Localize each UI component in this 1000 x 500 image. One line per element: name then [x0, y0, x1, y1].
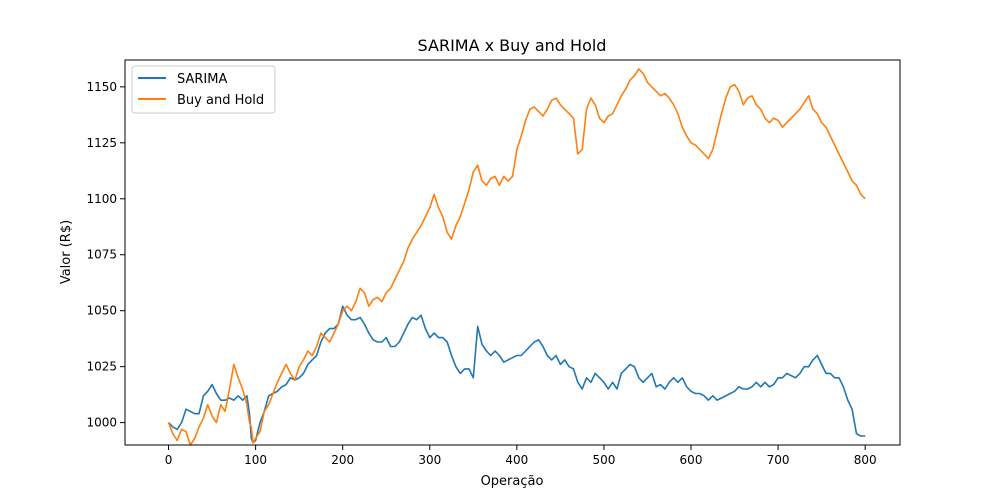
legend-label-buy-and-hold: Buy and Hold — [177, 93, 264, 108]
x-tick-label: 800 — [854, 453, 877, 467]
x-tick-label: 100 — [244, 453, 267, 467]
y-tick-label: 1150 — [86, 80, 117, 94]
x-axis-label: Operação — [481, 474, 544, 489]
y-tick-label: 1125 — [86, 136, 117, 150]
x-axis: 0 100 200 300 400 500 600 700 800 — [165, 445, 877, 467]
plot-area — [125, 60, 900, 445]
legend-label-sarima: SARIMA — [177, 72, 227, 87]
series-line-buy-and-hold — [167, 68, 866, 446]
plot-frame — [124, 59, 901, 446]
series-layer — [167, 68, 866, 446]
series-line-sarima — [167, 305, 866, 444]
y-tick-label: 1075 — [86, 248, 117, 262]
y-tick-label: 1000 — [86, 416, 117, 430]
y-axis-label: Valor (R$) — [59, 220, 74, 284]
x-tick-label: 500 — [592, 453, 615, 467]
y-tick-label: 1100 — [86, 192, 117, 206]
x-tick-label: 200 — [331, 453, 354, 467]
x-tick-label: 0 — [165, 453, 173, 467]
x-tick-label: 300 — [418, 453, 441, 467]
y-tick-label: 1050 — [86, 304, 117, 318]
chart-title: SARIMA x Buy and Hold — [418, 36, 607, 55]
y-tick-label: 1025 — [86, 360, 117, 374]
legend: SARIMA Buy and Hold — [131, 65, 276, 114]
legend-box — [131, 65, 276, 114]
x-tick-label: 400 — [505, 453, 528, 467]
x-tick-label: 700 — [767, 453, 790, 467]
y-axis: 1000 1025 1050 1075 1100 1125 1150 — [86, 80, 125, 430]
x-tick-label: 600 — [680, 453, 703, 467]
